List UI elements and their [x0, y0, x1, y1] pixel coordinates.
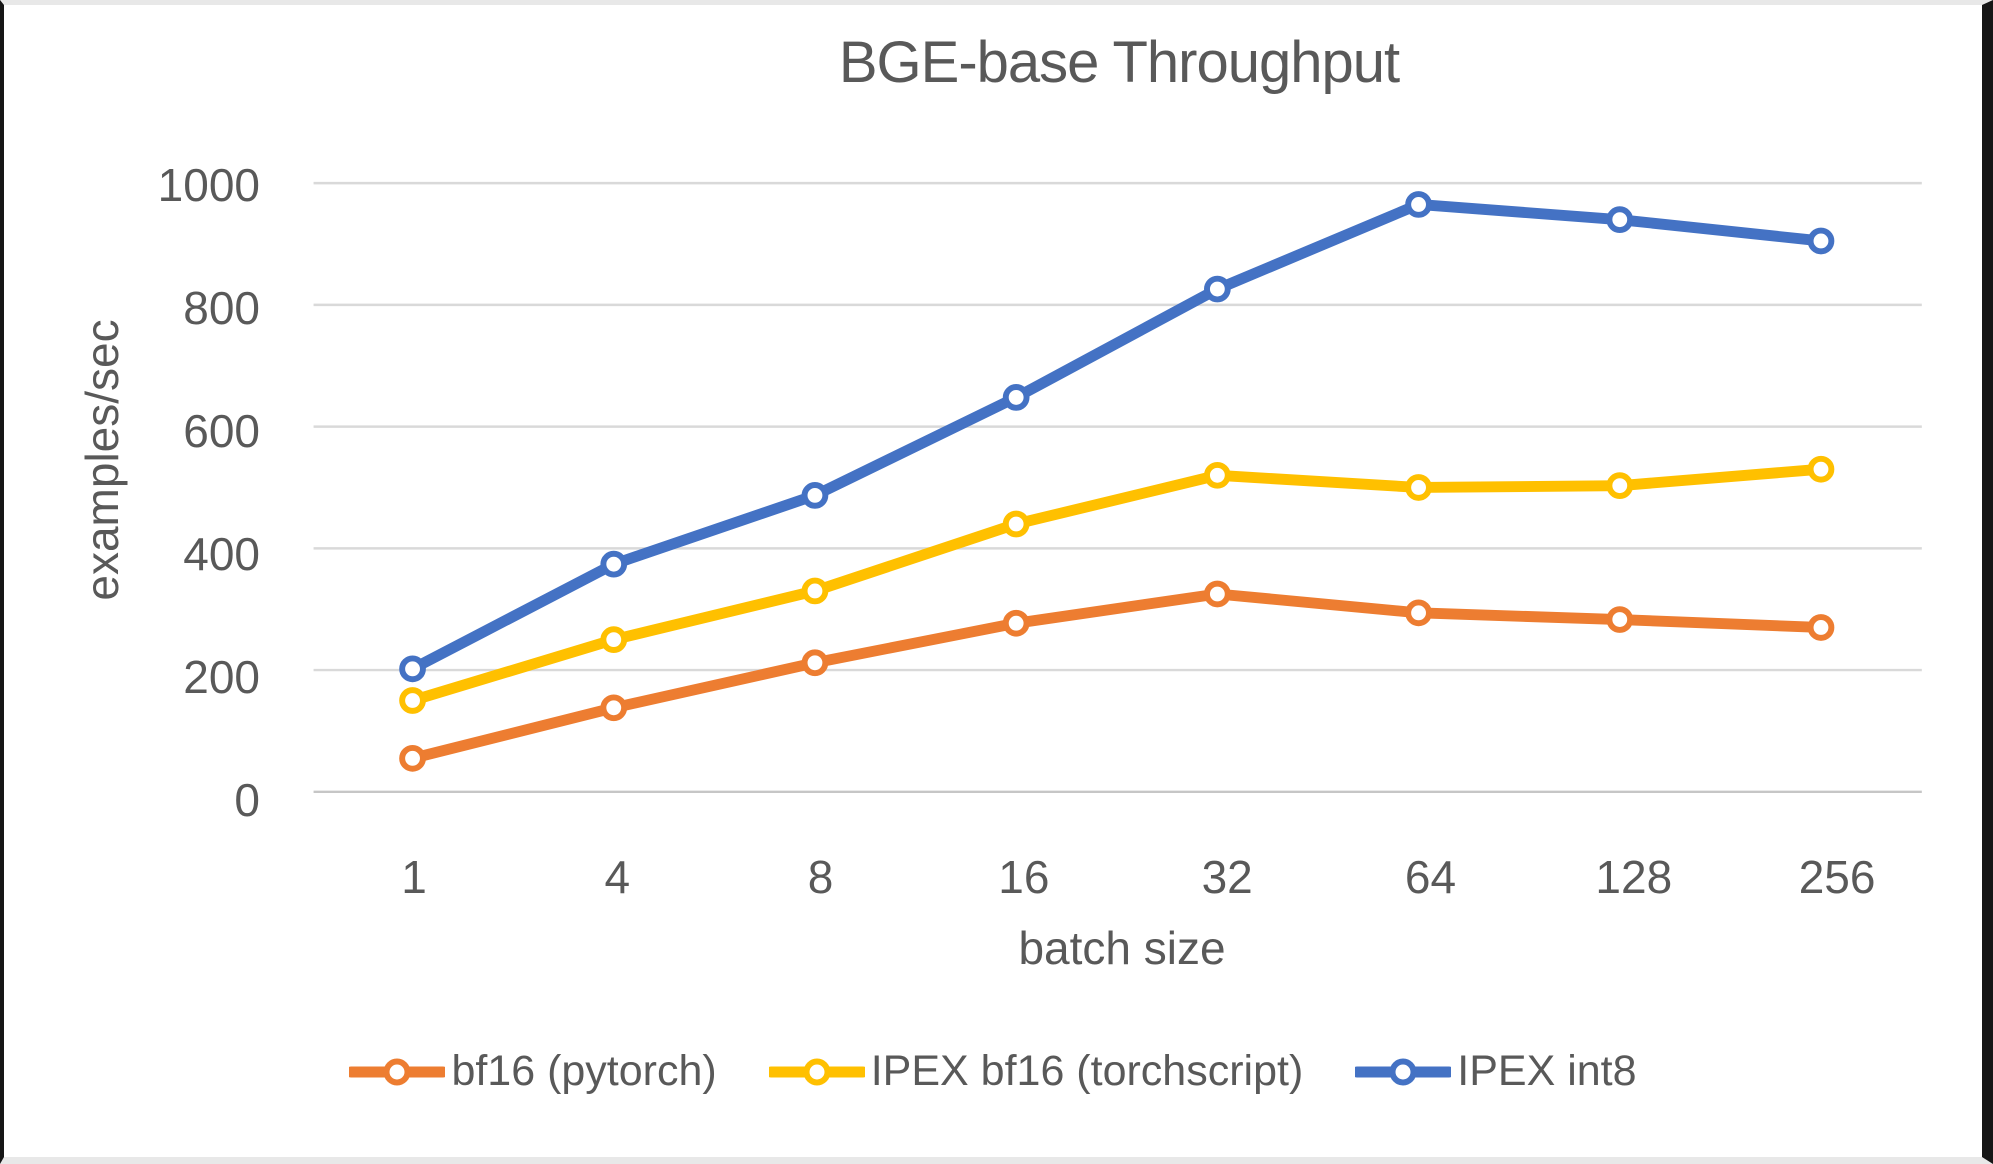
x-tick-label-16: 16: [998, 851, 1050, 903]
data-point-marker: [600, 550, 628, 578]
data-point-marker: [1807, 227, 1835, 255]
x-tick-label-32: 32: [1201, 851, 1253, 903]
legend-label: IPEX bf16 (torchscript): [870, 1047, 1304, 1095]
data-point-marker: [1807, 455, 1835, 483]
y-tick-label-800: 800: [183, 282, 260, 334]
x-tick-label-4: 4: [604, 851, 631, 903]
legend-marker-icon: [768, 1058, 865, 1085]
legend-label: IPEX int8: [1457, 1047, 1637, 1095]
y-tick-label-400: 400: [183, 528, 260, 580]
legend-label: bf16 (pytorch): [451, 1047, 717, 1095]
data-point-marker: [1204, 461, 1231, 489]
y-tick-label-600: 600: [183, 405, 260, 457]
data-point-marker: [1002, 609, 1030, 637]
data-point-marker: [1002, 384, 1030, 411]
data-point-marker: [1606, 472, 1634, 500]
legend-marker-icon: [349, 1058, 446, 1085]
data-point-marker: [600, 694, 628, 722]
x-axis-title: batch size: [1018, 922, 1226, 974]
legend-item-IPEX bf16 (torchscript): IPEX bf16 (torchscript): [768, 1047, 1304, 1096]
x-tick-label-1: 1: [401, 851, 427, 903]
y-tick-label-0: 0: [234, 774, 260, 826]
data-point-marker: [1807, 614, 1835, 641]
series-line-IPEX int8: [407, 199, 1827, 675]
data-point-marker: [399, 687, 426, 714]
data-point-marker: [1405, 599, 1432, 627]
data-point-marker: [1405, 191, 1432, 218]
data-point-marker: [1405, 474, 1432, 501]
series-line-bf16 (pytorch): [407, 588, 1827, 764]
x-tick-label-8: 8: [807, 851, 834, 903]
x-tick-label-128: 128: [1595, 851, 1673, 903]
data-point-marker: [399, 744, 426, 772]
data-point-marker: [801, 577, 829, 605]
data-point-marker: [1002, 510, 1030, 538]
line-chart-plot: [313, 181, 1922, 794]
data-point-marker: [801, 482, 829, 509]
data-point-marker: [399, 655, 426, 683]
chart-title: BGE-base Throughput: [838, 30, 1400, 95]
data-point-marker: [1204, 275, 1231, 303]
data-point-marker: [801, 649, 829, 677]
chart-legend: bf16 (pytorch) IPEX bf16 (torchscript) IPE…: [4, 1047, 1982, 1096]
data-point-marker: [1606, 606, 1634, 633]
y-tick-label-1000: 1000: [157, 159, 260, 211]
series-line-IPEX bf16 (torchscript): [407, 463, 1827, 706]
data-point-marker: [1606, 206, 1634, 234]
data-point-marker: [1204, 580, 1231, 608]
legend-item-bf16 (pytorch): bf16 (pytorch): [349, 1047, 717, 1096]
legend-marker-icon: [1355, 1058, 1452, 1085]
data-point-marker: [600, 626, 628, 653]
y-tick-label-200: 200: [183, 651, 260, 703]
x-tick-label-64: 64: [1404, 851, 1457, 903]
legend-item-IPEX int8: IPEX int8: [1355, 1047, 1637, 1096]
x-tick-label-256: 256: [1798, 851, 1876, 903]
